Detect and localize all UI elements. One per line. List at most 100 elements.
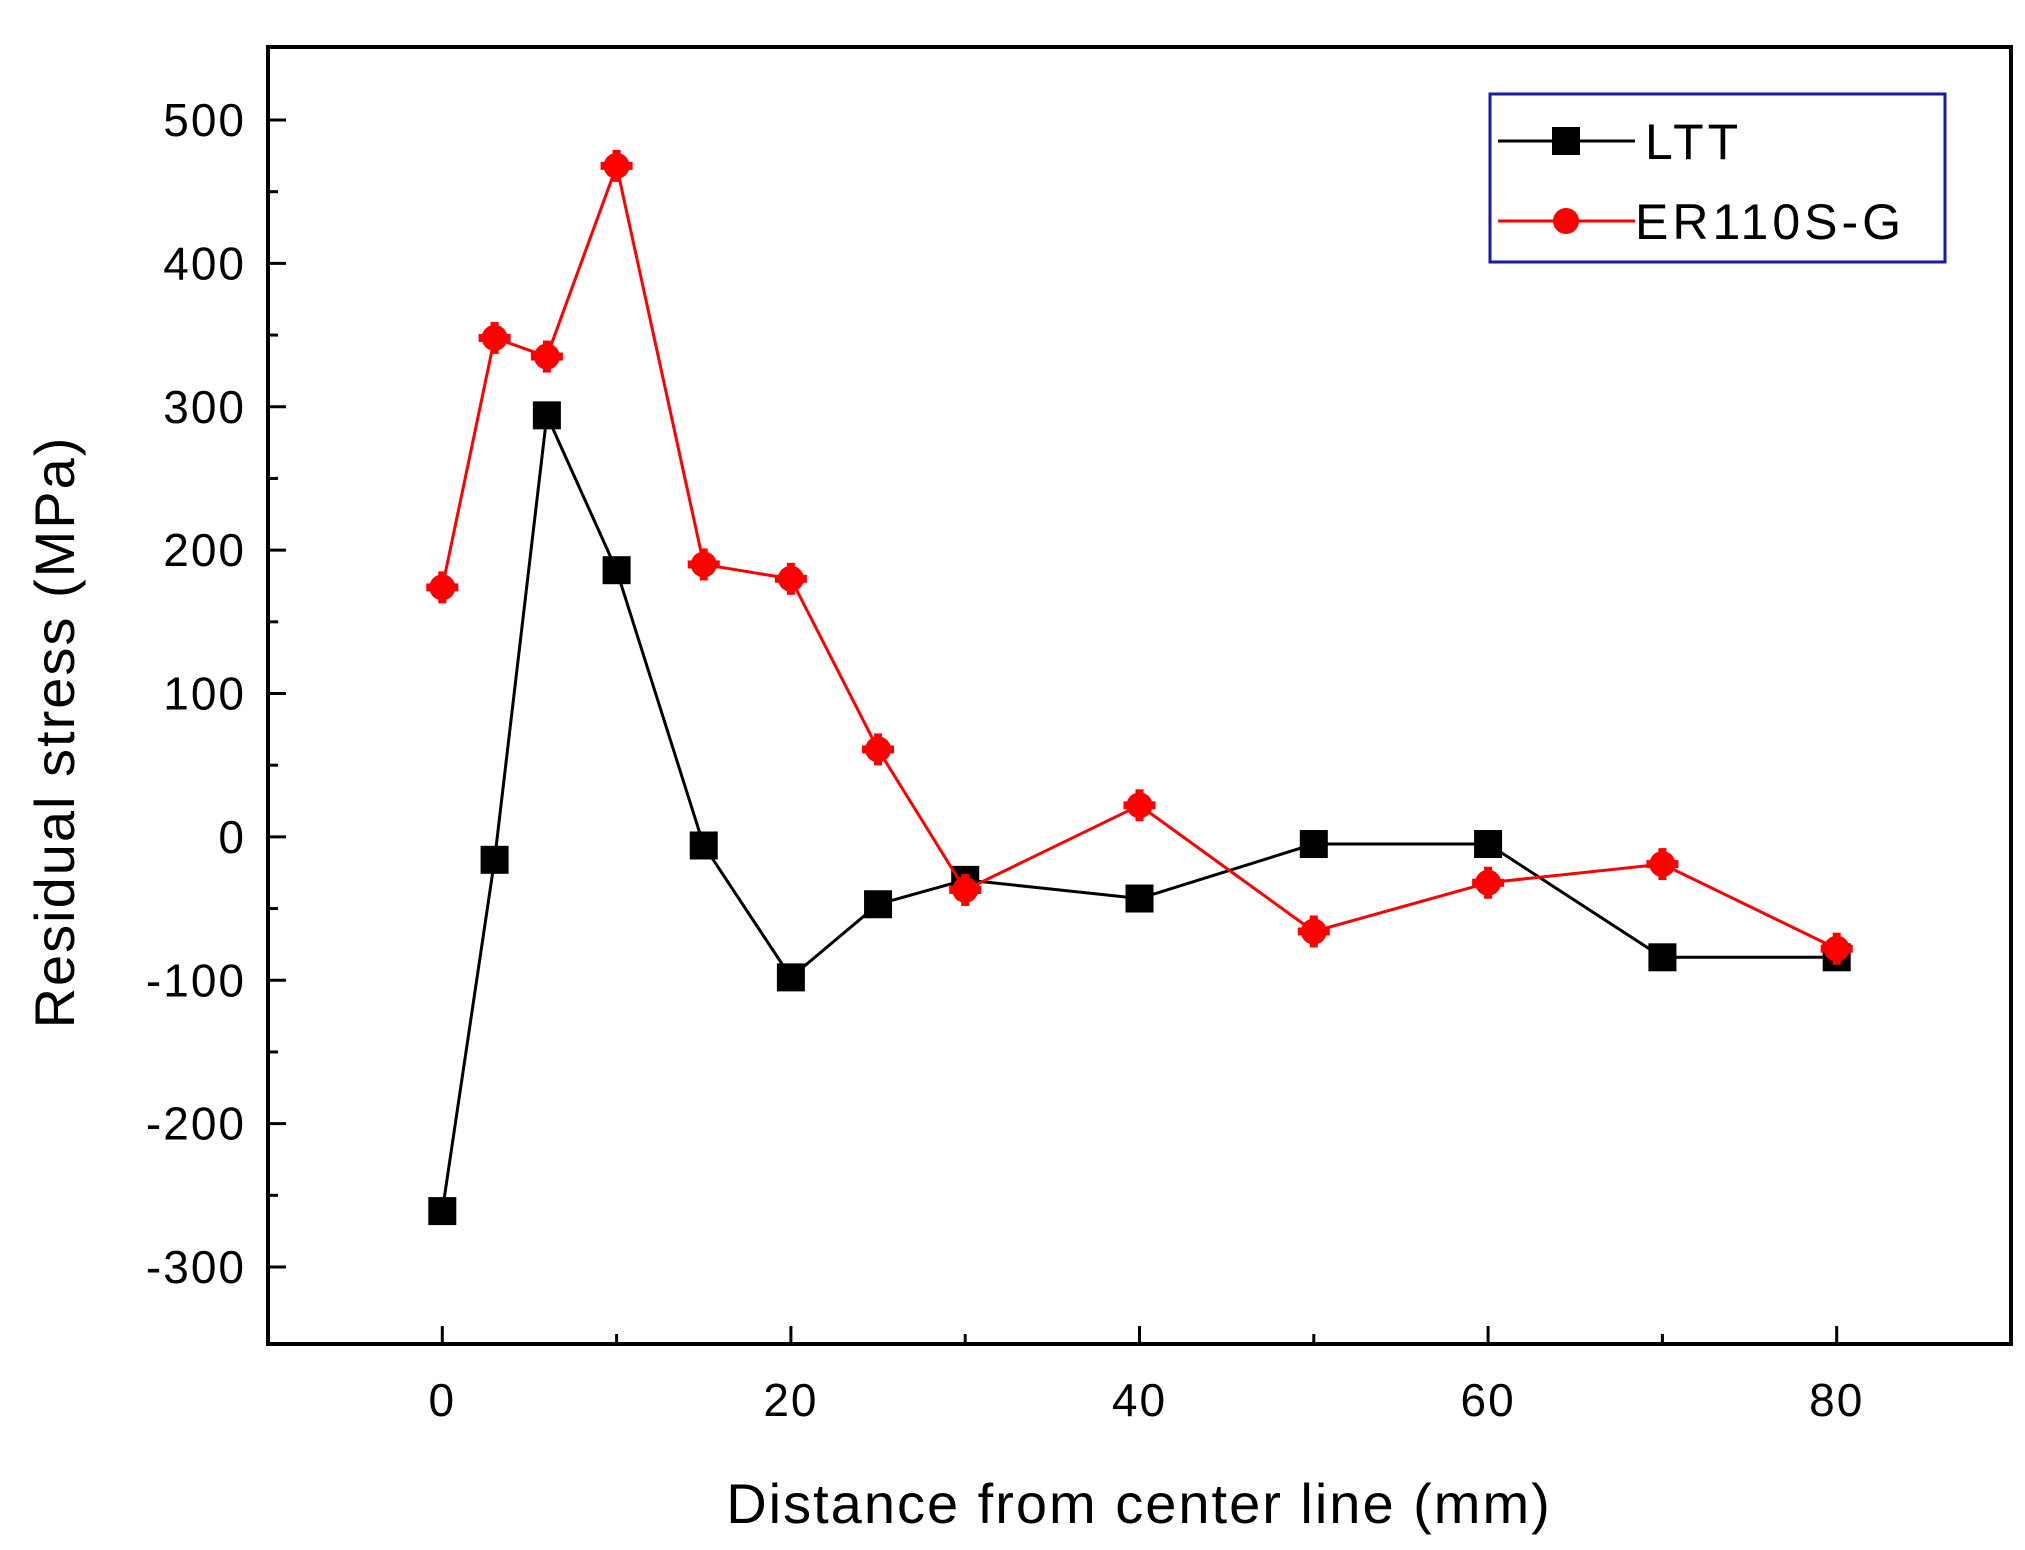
data-point-spike [554,352,563,361]
data-point-spike [624,161,633,170]
data-point [532,401,561,430]
data-point-spike [699,572,708,581]
data-point [603,152,630,179]
data-point-spike [438,571,447,580]
y-tick-label: 100 [163,668,246,720]
legend-marker-er110s-g [1553,208,1579,234]
x-axis-title: Distance from center line (mm) [726,1472,1552,1535]
y-tick-label: -100 [146,954,246,1006]
data-point [429,574,456,601]
y-tick-label: 300 [163,381,246,433]
y-tick-label: 200 [163,524,246,576]
data-point-spike [711,560,720,569]
x-tick-label: 60 [1461,1374,1516,1426]
data-point-spike [1670,860,1679,869]
series-ltt [428,401,1851,1226]
y-axis: -300 -200 -100 0 100 200 300 400 500 [146,94,286,1293]
data-point-spike [1658,848,1667,857]
data-point [1648,943,1677,972]
data-point-spike [438,595,447,604]
data-point-spike [490,321,499,330]
data-point-spike [1484,866,1493,875]
data-point-spike [1496,878,1505,887]
data-point [602,556,631,585]
data-point-spike [874,757,883,766]
data-point-spike [961,897,970,906]
legend-label-ltt: LTT [1645,114,1742,170]
y-tick-label: -200 [146,1098,246,1150]
data-point-spike [1832,956,1841,965]
data-point-spike [490,345,499,354]
data-point-spike [1309,915,1318,924]
data-point-spike [886,745,895,754]
data-point [480,845,509,874]
series-er110s-g [426,149,1853,965]
data-point-spike [687,560,696,569]
y-tick-label: 500 [163,94,246,146]
data-point-spike [450,583,459,592]
data-point [481,324,508,351]
data-point-spike [1135,789,1144,798]
series-layer [426,149,1853,1226]
data-point-spike [961,873,970,882]
x-axis: 0 20 40 60 80 [266,1326,2013,1426]
data-point-spike [1820,944,1829,953]
data-point [1300,918,1327,945]
data-point-spike [600,161,609,170]
data-point-spike [1309,939,1318,948]
data-point [952,876,979,903]
data-point-spike [699,548,708,557]
data-point-spike [1832,932,1841,941]
y-tick-label: 400 [163,237,246,289]
data-point [777,565,804,592]
data-point-spike [502,333,511,342]
y-tick-label: -300 [146,1241,246,1293]
data-point-spike [1484,890,1493,899]
data-point [1823,935,1850,962]
x-tick-label: 0 [429,1374,457,1426]
legend-label-er110s-g: ER110S-G [1635,194,1905,250]
data-point-spike [1321,927,1330,936]
y-tick-label: 0 [218,811,246,863]
data-point [776,963,805,992]
data-point-spike [1147,801,1156,810]
data-point-spike [612,173,621,182]
data-point-spike [1297,927,1306,936]
data-point-spike [1646,860,1655,869]
legend-box [1488,92,1947,264]
data-point [1299,830,1328,859]
legend-marker-ltt [1552,127,1580,155]
series-line-er110s-g [440,160,1838,951]
x-tick-label: 20 [763,1374,818,1426]
data-point [689,831,718,860]
data-point [1475,869,1502,896]
x-tick-label: 40 [1112,1374,1167,1426]
x-tick-label: 80 [1809,1374,1864,1426]
data-point-spike [1844,944,1853,953]
data-point [1125,884,1154,913]
data-point-spike [478,333,487,342]
data-point [1649,851,1676,878]
data-point [1474,830,1503,859]
data-point-spike [1658,872,1667,881]
data-point [533,343,560,370]
data-point-spike [542,364,551,373]
data-point-spike [542,340,551,349]
data-point [428,1197,457,1226]
data-point-spike [874,733,883,742]
data-point-spike [426,583,435,592]
data-point-spike [774,574,783,583]
data-point-spike [1123,801,1132,810]
data-point-spike [973,885,982,894]
data-point-spike [862,745,871,754]
data-point-spike [798,574,807,583]
data-point [1126,792,1153,819]
data-point [864,890,893,919]
legend: LTT ER110S-G [1488,92,1947,264]
data-point-spike [1472,878,1481,887]
data-point-spike [1135,813,1144,822]
data-point [690,551,717,578]
data-point-spike [786,586,795,595]
data-point [865,736,892,763]
